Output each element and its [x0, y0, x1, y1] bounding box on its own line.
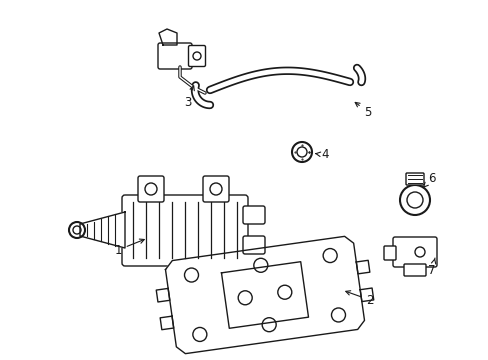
Polygon shape — [80, 212, 125, 248]
Polygon shape — [160, 316, 173, 330]
FancyBboxPatch shape — [243, 236, 264, 254]
Polygon shape — [360, 288, 373, 302]
FancyBboxPatch shape — [188, 45, 205, 67]
FancyBboxPatch shape — [392, 237, 436, 267]
Polygon shape — [356, 260, 369, 274]
Polygon shape — [159, 29, 177, 45]
FancyBboxPatch shape — [383, 246, 395, 260]
FancyBboxPatch shape — [138, 176, 163, 202]
FancyBboxPatch shape — [158, 43, 192, 69]
Text: 4: 4 — [315, 148, 328, 162]
FancyBboxPatch shape — [243, 206, 264, 224]
FancyBboxPatch shape — [405, 173, 423, 185]
Polygon shape — [165, 237, 364, 354]
Text: 7: 7 — [427, 258, 435, 276]
Polygon shape — [221, 262, 308, 328]
Text: 6: 6 — [423, 171, 435, 187]
Text: 1: 1 — [114, 239, 144, 256]
Text: 3: 3 — [184, 86, 194, 108]
FancyBboxPatch shape — [203, 176, 228, 202]
Text: 2: 2 — [345, 291, 373, 306]
FancyBboxPatch shape — [403, 264, 425, 276]
Text: 5: 5 — [354, 102, 371, 118]
FancyBboxPatch shape — [122, 195, 247, 266]
Polygon shape — [156, 288, 169, 302]
